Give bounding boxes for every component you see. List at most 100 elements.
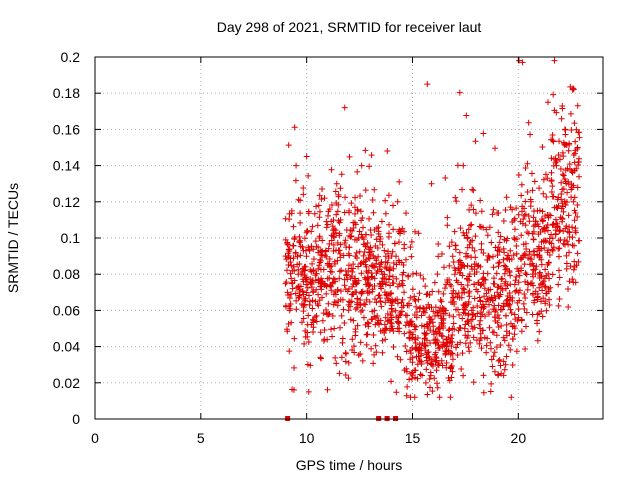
data-point (323, 311, 330, 318)
data-point (408, 370, 415, 377)
data-point (513, 287, 520, 294)
data-point (307, 362, 314, 369)
data-point (366, 215, 373, 222)
data-point (413, 270, 420, 277)
data-point (431, 279, 438, 286)
data-point (562, 178, 569, 185)
data-point (468, 307, 475, 314)
data-point (551, 57, 558, 64)
data-point (503, 237, 510, 244)
data-point (531, 248, 538, 255)
data-point (483, 342, 490, 349)
data-point (333, 360, 340, 367)
data-point (501, 270, 508, 277)
data-point (349, 283, 356, 290)
data-point (402, 322, 409, 329)
data-point (562, 141, 569, 148)
data-point (566, 233, 573, 240)
data-point (472, 313, 479, 320)
data-point (511, 215, 518, 222)
data-point (384, 310, 391, 317)
data-point (351, 219, 358, 226)
data-point (347, 274, 354, 281)
data-point (539, 313, 546, 320)
data-point (454, 306, 461, 313)
data-point (348, 265, 355, 272)
data-point (454, 351, 461, 358)
data-point (556, 227, 563, 234)
data-point (468, 316, 475, 323)
data-point (548, 240, 555, 247)
data-point (357, 308, 364, 315)
data-point (326, 206, 333, 213)
data-point (388, 296, 395, 303)
data-point (526, 218, 533, 225)
data-point (383, 325, 390, 332)
data-point (462, 321, 469, 328)
data-point (525, 119, 532, 126)
data-point (353, 236, 360, 243)
data-point (563, 238, 570, 245)
data-point (344, 288, 351, 295)
data-point (403, 392, 410, 399)
data-point (408, 253, 415, 260)
data-point (289, 285, 296, 292)
data-point (477, 317, 484, 324)
data-point (490, 329, 497, 336)
data-point (538, 298, 545, 305)
data-point (502, 312, 509, 319)
data-point (362, 321, 369, 328)
data-point (485, 301, 492, 308)
data-point (491, 314, 498, 321)
data-point (496, 293, 503, 300)
data-point (402, 343, 409, 350)
data-point (455, 290, 462, 297)
data-point (576, 129, 583, 136)
data-point (495, 229, 502, 236)
data-point (487, 286, 494, 293)
y-tick-label: 0.16 (53, 121, 80, 137)
data-point (458, 294, 465, 301)
data-point (401, 289, 408, 296)
data-point (426, 355, 433, 362)
data-point (333, 199, 340, 206)
data-point (558, 190, 565, 197)
data-point (501, 337, 508, 344)
data-point (468, 323, 475, 330)
data-point (342, 358, 349, 365)
data-point (575, 161, 582, 168)
data-point (310, 288, 317, 295)
data-point (396, 178, 403, 185)
data-point (487, 339, 494, 346)
data-point (360, 224, 367, 231)
data-point (405, 272, 412, 279)
data-point (297, 237, 304, 244)
data-point (306, 298, 313, 305)
data-point (464, 282, 471, 289)
data-point (521, 212, 528, 219)
data-point (290, 386, 297, 393)
data-point (337, 288, 344, 295)
data-point (555, 281, 562, 288)
data-point (548, 189, 555, 196)
data-point (321, 195, 328, 202)
data-point (330, 275, 337, 282)
data-point (538, 273, 545, 280)
data-point (463, 253, 470, 260)
data-point (339, 335, 346, 342)
data-point (371, 264, 378, 271)
data-point (342, 237, 349, 244)
data-point (439, 333, 446, 340)
data-point (368, 152, 375, 159)
data-point (513, 273, 520, 280)
data-point (536, 328, 543, 335)
data-point (575, 155, 582, 162)
data-point (449, 325, 456, 332)
data-point (385, 192, 392, 199)
data-point (515, 211, 522, 218)
data-point (515, 268, 522, 275)
data-point (407, 350, 414, 357)
data-point (341, 240, 348, 247)
data-point (567, 110, 574, 117)
